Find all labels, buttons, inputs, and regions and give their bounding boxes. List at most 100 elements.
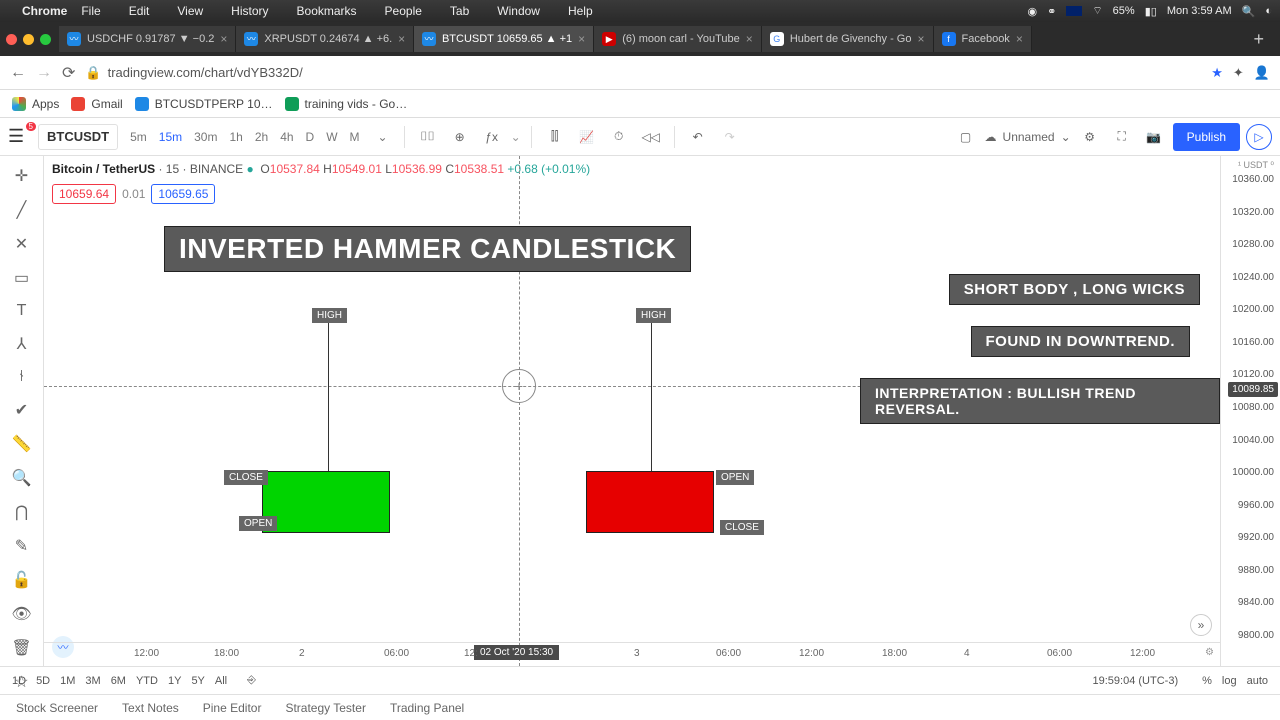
price-axis[interactable]: ¹ USDT ⁰ 10360.0010320.0010280.0010240.0… — [1220, 156, 1280, 666]
chevron-down-icon[interactable]: ⌄ — [511, 130, 521, 144]
position-tool[interactable]: ⫮ — [9, 368, 35, 386]
panel-tab[interactable]: Trading Panel — [390, 701, 464, 715]
close-tab-icon[interactable]: × — [398, 32, 405, 46]
candle-body-green[interactable] — [262, 471, 390, 533]
crosshair-tool[interactable]: ✛ — [9, 166, 35, 186]
indicators-button[interactable]: ƒx — [479, 124, 505, 150]
candles-icon[interactable]: ⌷⌷ — [415, 124, 441, 150]
magnet-tool[interactable]: ⋂ — [9, 502, 35, 522]
browser-tab[interactable]: 〰 XRPUSDT 0.24674 ▲ +6. × — [236, 26, 414, 52]
goto-date-icon[interactable]: ⎆ — [247, 674, 256, 687]
back-button[interactable]: ← — [10, 64, 26, 82]
apps-button[interactable]: Apps — [12, 97, 59, 111]
timezone-clock[interactable]: 19:59:04 (UTC-3) — [1093, 675, 1179, 687]
browser-tab[interactable]: 〰 USDCHF 0.91787 ▼ −0.2 × — [59, 26, 236, 52]
close-tab-icon[interactable]: × — [746, 32, 753, 46]
undo-button[interactable]: ↶ — [685, 124, 711, 150]
timeframe-5m[interactable]: 5m — [124, 126, 153, 148]
close-tab-icon[interactable]: × — [220, 32, 227, 46]
menu-history[interactable]: History — [231, 4, 268, 18]
replay-button[interactable]: ◁◁ — [638, 124, 664, 150]
play-icon[interactable]: ▷ — [1246, 124, 1272, 150]
annotation-line-2[interactable]: FOUND IN DOWNTREND. — [971, 326, 1191, 357]
range-YTD[interactable]: YTD — [136, 675, 158, 687]
annotation-title[interactable]: INVERTED HAMMER CANDLESTICK — [164, 226, 691, 272]
timeframe-2h[interactable]: 2h — [249, 126, 274, 148]
panel-tab[interactable]: Text Notes — [122, 701, 179, 715]
barchart-icon[interactable]: ⫿⫿ — [542, 124, 568, 150]
panel-tab[interactable]: Pine Editor — [203, 701, 262, 715]
compare-button[interactable]: ⊕ — [447, 124, 473, 150]
timeframe-1h[interactable]: 1h — [223, 126, 248, 148]
menu-button[interactable]: ☰5 — [8, 126, 32, 147]
address-bar[interactable]: 🔒 tradingview.com/chart/vdYB332D/ — [85, 65, 302, 81]
lock-icon[interactable]: 🔓 — [9, 570, 35, 590]
range-5D[interactable]: 5D — [36, 675, 50, 687]
range-5Y[interactable]: 5Y — [191, 675, 204, 687]
fullscreen-icon[interactable]: ⛶ — [1109, 124, 1135, 150]
menu-edit[interactable]: Edit — [129, 4, 150, 18]
bookmark-item[interactable]: BTCUSDTPERP 10… — [135, 97, 273, 111]
axis-opt-log[interactable]: log — [1222, 675, 1237, 687]
menu-window[interactable]: Window — [497, 4, 540, 18]
siri-icon[interactable]: ◐ — [1265, 5, 1272, 17]
axis-opt-%[interactable]: % — [1202, 675, 1212, 687]
range-1M[interactable]: 1M — [60, 675, 75, 687]
menubar-app[interactable]: Chrome — [22, 4, 67, 18]
annotation-line-1[interactable]: SHORT BODY , LONG WICKS — [949, 274, 1200, 305]
candle-body-red[interactable] — [586, 471, 714, 533]
bookmark-item[interactable]: training vids - Go… — [285, 97, 408, 111]
close-tab-icon[interactable]: × — [578, 32, 585, 46]
browser-tab[interactable]: G Hubert de Givenchy - Go × — [762, 26, 934, 52]
panel-tab[interactable]: Stock Screener — [16, 701, 98, 715]
menu-bookmarks[interactable]: Bookmarks — [297, 4, 357, 18]
browser-tab[interactable]: f Facebook × — [934, 26, 1032, 52]
settings-icon[interactable]: ⚙ — [1077, 124, 1103, 150]
browser-tab[interactable]: 〰 BTCUSDT 10659.65 ▲ +1 × — [414, 26, 594, 52]
menu-people[interactable]: People — [385, 4, 422, 18]
bid-price[interactable]: 10659.64 — [52, 184, 116, 204]
menu-tab[interactable]: Tab — [450, 4, 469, 18]
timeframe-4h[interactable]: 4h — [274, 126, 299, 148]
chart-icon[interactable]: 📈 — [574, 124, 600, 150]
scroll-right-button[interactable]: » — [1190, 614, 1212, 636]
axis-settings-icon[interactable]: ⚙ — [1205, 647, 1214, 658]
window-controls[interactable] — [6, 34, 51, 45]
timeframe-D[interactable]: D — [300, 126, 321, 148]
new-tab-button[interactable]: + — [1243, 29, 1274, 50]
range-All[interactable]: All — [215, 675, 227, 687]
profile-icon[interactable]: 👤 — [1254, 65, 1270, 81]
search-icon[interactable]: 🔍 — [1242, 5, 1256, 18]
text-tool[interactable]: T — [9, 302, 35, 320]
zoom-tool[interactable]: 🔍 — [9, 468, 35, 488]
chart-pane[interactable]: Bitcoin / TetherUS · 15 · BINANCE ● O105… — [44, 156, 1220, 666]
publish-button[interactable]: Publish — [1173, 123, 1240, 151]
reload-button[interactable]: ⟳ — [62, 63, 75, 83]
timeframe-M[interactable]: M — [344, 126, 366, 148]
bookmark-item[interactable]: Gmail — [71, 97, 122, 111]
menu-help[interactable]: Help — [568, 4, 593, 18]
close-tab-icon[interactable]: × — [1016, 32, 1023, 46]
pattern-tool[interactable]: ⅄ — [9, 334, 35, 354]
time-axis[interactable]: 02 Oct '20 15:30 ⚙ 12:0018:00206:0012:30… — [44, 642, 1220, 666]
range-6M[interactable]: 6M — [111, 675, 126, 687]
panel-tab[interactable]: Strategy Tester — [285, 701, 365, 715]
menu-file[interactable]: File — [81, 4, 100, 18]
range-3M[interactable]: 3M — [85, 675, 100, 687]
trendline-tool[interactable]: ╱ — [9, 200, 35, 220]
alert-icon[interactable]: ⏱ — [606, 124, 632, 150]
layout-button[interactable]: ▢ — [953, 124, 979, 150]
timeframe-30m[interactable]: 30m — [188, 126, 223, 148]
trash-icon[interactable]: 🗑 — [9, 638, 35, 658]
timeframe-15m[interactable]: 15m — [153, 126, 188, 148]
check-icon[interactable]: ✔ — [9, 400, 35, 420]
close-tab-icon[interactable]: × — [917, 32, 924, 46]
symbol-search[interactable]: BTCUSDT — [38, 124, 118, 150]
ask-price[interactable]: 10659.65 — [151, 184, 215, 204]
lock-drawings[interactable]: ✎ — [9, 536, 35, 556]
timeframe-more[interactable]: ⌄ — [372, 126, 394, 148]
range-1Y[interactable]: 1Y — [168, 675, 181, 687]
forward-button[interactable]: → — [36, 64, 52, 82]
fib-tool[interactable]: ✕ — [9, 234, 35, 254]
star-icon[interactable]: ★ — [1211, 65, 1223, 81]
